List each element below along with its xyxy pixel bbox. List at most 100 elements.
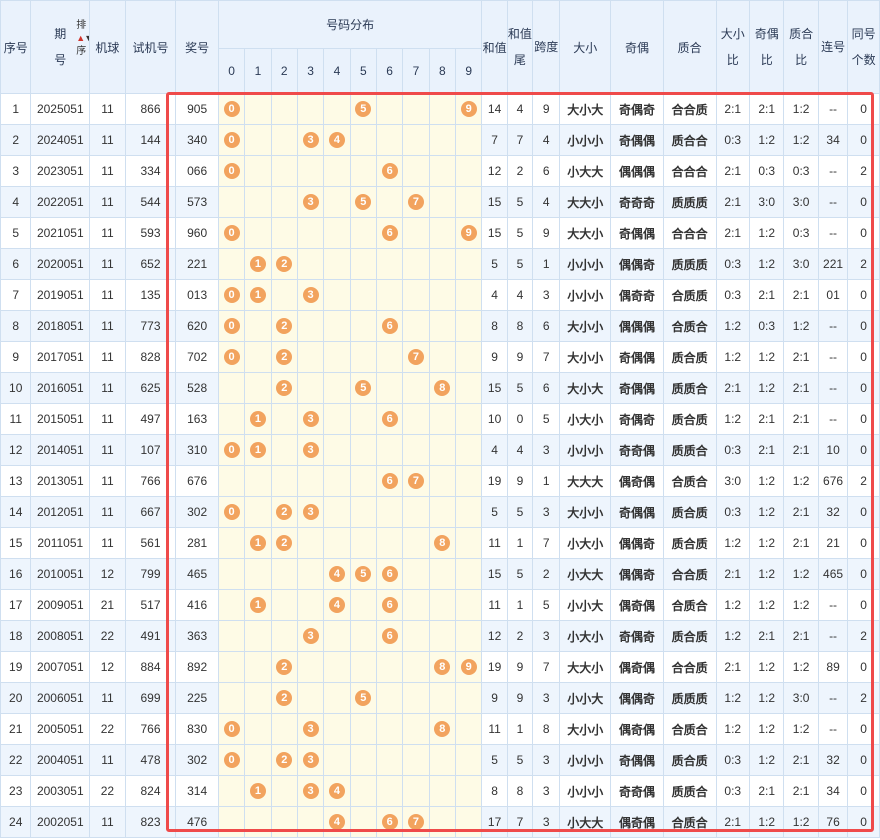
cell-same-count: 0 [847,372,880,404]
cell-prime-comp-ratio: 2:1 [783,434,819,466]
cell-digit-2 [270,93,298,125]
cell-digit-5 [349,279,377,311]
cell-digit-9 [454,527,483,559]
sort-arrows-icon[interactable]: ▲▼ [76,33,88,43]
cell-prime-comp-ratio: 1:2 [783,93,819,125]
cell-span: 4 [532,124,561,156]
header-period-sortable[interactable]: 期 号 排序 ▲▼ [30,0,91,94]
cell-big-small-ratio: 0:3 [715,496,750,528]
cell-sum-tail: 4 [506,279,534,311]
cell-consecutive: -- [817,310,849,342]
cell-digit-1: 1 [244,279,272,311]
cell-prime-comp-ratio: 1:2 [783,806,819,838]
cell-consecutive: -- [817,341,849,373]
digit-ball: 3 [302,411,319,427]
cell-same-count: 0 [847,775,880,807]
cell-digit-0 [217,806,246,838]
cell-trial: 478 [124,744,177,776]
cell-trial: 652 [124,248,177,280]
cell-prime-comp: 合质合 [662,713,717,745]
cell-odd-even: 偶奇偶 [610,589,664,621]
header-odd-even-ratio: 奇偶比 [748,0,785,94]
cell-machine: 11 [89,186,126,218]
cell-seq: 4 [0,186,32,218]
table-row: 23 2003051 22 824 314 1 3 4 8 8 3 小小小 奇奇偶 质质合 0:3 2:1 2:… [0,775,880,807]
cell-odd-even: 奇偶偶 [610,372,664,404]
digit-ball: 5 [355,194,372,210]
cell-prize: 528 [175,372,219,404]
cell-digit-9 [454,248,483,280]
digit-ball: 0 [223,504,240,520]
digit-ball: 4 [328,783,345,799]
cell-seq: 5 [0,217,32,249]
digit-ball: 0 [223,721,240,737]
cell-digit-8 [428,434,456,466]
cell-digit-0: 0 [217,279,246,311]
cell-sum-tail: 1 [506,527,534,559]
cell-odd-even: 奇奇奇 [610,186,664,218]
cell-prize: 163 [175,403,219,435]
table-row: 11 2015051 11 497 163 1 3 6 10 0 5 小大小 奇偶奇 质合质 1:2 2:1 2… [0,403,880,435]
cell-odd-even-ratio: 1:2 [748,124,785,156]
cell-prime-comp-ratio: 2:1 [783,775,819,807]
cell-trial: 773 [124,310,177,342]
cell-big-small-ratio: 2:1 [715,155,750,187]
cell-odd-even-ratio: 1:2 [748,806,785,838]
cell-sum-tail: 8 [506,775,534,807]
sort-control[interactable]: 号 排序 ▲▼ [54,20,88,73]
digit-ball: 0 [223,101,240,117]
cell-sum-tail: 7 [506,124,534,156]
cell-prime-comp: 合质合 [662,465,717,497]
cell-digit-1 [244,682,272,714]
cell-sum-tail: 9 [506,682,534,714]
digit-ball: 6 [381,814,398,830]
cell-prize: 013 [175,279,219,311]
cell-prime-comp: 合质合 [662,589,717,621]
cell-digit-8 [428,775,456,807]
cell-prize: 573 [175,186,219,218]
cell-digit-4 [323,372,351,404]
cell-trial: 799 [124,558,177,590]
cell-digit-8 [428,806,456,838]
cell-odd-even-ratio: 2:1 [748,93,785,125]
digit-ball: 3 [302,132,319,148]
cell-big-small-ratio: 2:1 [715,651,750,683]
cell-seq: 2 [0,124,32,156]
digit-ball: 6 [381,566,398,582]
cell-big-small: 小小大 [559,682,612,714]
cell-digit-0: 0 [217,744,246,776]
digit-ball: 4 [328,597,345,613]
header-digit-2: 2 [270,48,298,94]
cell-digit-4 [323,527,351,559]
cell-odd-even-ratio: 1:2 [748,527,785,559]
cell-odd-even: 偶奇奇 [610,279,664,311]
cell-digit-5 [349,620,377,652]
cell-digit-9 [454,713,483,745]
cell-span: 3 [532,496,561,528]
cell-digit-9 [454,403,483,435]
cell-digit-4: 4 [323,589,351,621]
cell-digit-9 [454,682,483,714]
cell-prime-comp-ratio: 2:1 [783,744,819,776]
cell-digit-4 [323,248,351,280]
cell-digit-4 [323,341,351,373]
digit-ball: 8 [434,721,451,737]
cell-prize: 830 [175,713,219,745]
cell-digit-7: 7 [402,806,430,838]
cell-digit-1: 1 [244,403,272,435]
table-row: 21 2005051 22 766 830 0 3 8 11 1 8 大小小 偶奇偶 合质合 1:2 1:2 1… [0,713,880,745]
cell-consecutive: 10 [817,434,849,466]
cell-digit-6: 6 [375,465,404,497]
cell-digit-2 [270,806,298,838]
cell-digit-4 [323,310,351,342]
cell-digit-0 [217,589,246,621]
cell-odd-even: 奇偶偶 [610,341,664,373]
cell-digit-3: 3 [296,279,325,311]
cell-odd-even: 偶奇偶 [610,465,664,497]
cell-trial: 334 [124,155,177,187]
cell-sum: 9 [481,341,508,373]
cell-digit-9 [454,806,483,838]
cell-sum: 4 [481,434,508,466]
digit-ball: 6 [381,411,398,427]
cell-prime-comp-ratio: 2:1 [783,620,819,652]
